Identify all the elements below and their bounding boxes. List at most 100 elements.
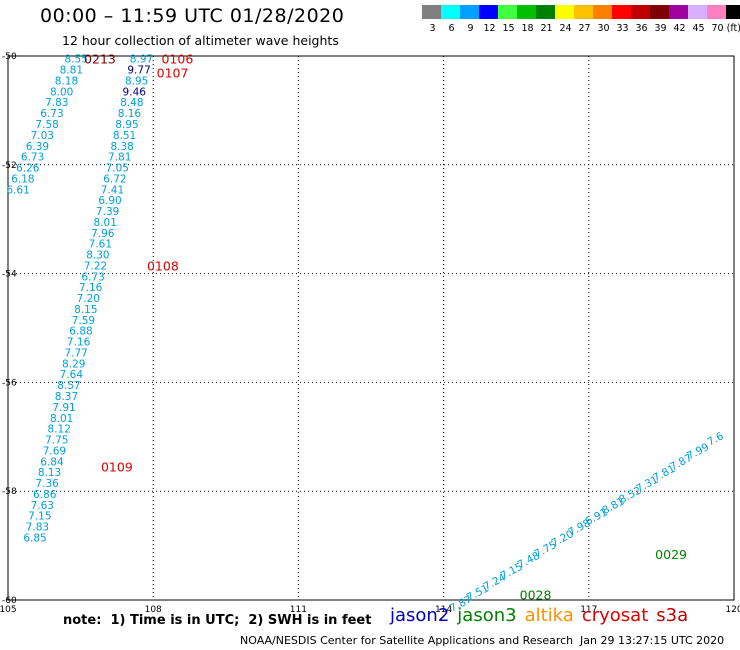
- legend-swatch: [422, 5, 441, 19]
- legend-label: 45: [692, 23, 704, 34]
- wave-height-value: 7.99: [685, 441, 711, 463]
- legend-swatch: [593, 5, 612, 19]
- wave-height-value: 6.73: [40, 108, 63, 120]
- wave-height-value: 8.97: [130, 54, 153, 66]
- wave-height-value: 8.48: [120, 97, 143, 109]
- legend-swatch: [631, 5, 650, 19]
- pass-time-label: 0109: [101, 460, 133, 475]
- wave-height-value: 8.01: [94, 217, 117, 229]
- wave-height-value: 8.37: [55, 391, 78, 403]
- legend-label: 15: [502, 23, 514, 34]
- pass-time-label: 0213: [84, 52, 116, 67]
- wave-height-value: 7.69: [43, 445, 66, 457]
- wave-height-value: 7.75: [45, 435, 68, 447]
- x-tick-label: 108: [145, 605, 162, 615]
- y-tick-label: -52: [2, 161, 17, 171]
- wave-height-value: 7.6: [705, 430, 726, 449]
- wave-height-value: 6.73: [21, 152, 44, 164]
- wave-height-value: 7.58: [35, 119, 58, 131]
- wave-height-value: 8.57: [57, 380, 80, 392]
- wave-height-value: 6.86: [33, 489, 57, 501]
- wave-height-value: 6.26: [16, 163, 40, 175]
- x-tick-label: 114: [435, 605, 452, 615]
- wave-height-value: 6.88: [69, 326, 92, 338]
- wave-height-value: 8.01: [50, 413, 73, 425]
- legend-label: 42: [673, 23, 685, 34]
- satellite-name: jason3: [457, 605, 517, 626]
- legend-label: 39: [654, 23, 666, 34]
- legend-label: 12: [483, 23, 495, 34]
- legend-swatch: [555, 5, 574, 19]
- pass-time-label: 0106: [161, 52, 193, 67]
- x-tick-label: 117: [580, 605, 597, 615]
- legend-unit: (ft): [727, 23, 740, 34]
- wave-height-value: 8.81: [60, 65, 83, 77]
- legend-swatch: [460, 5, 479, 19]
- y-tick-label: -58: [2, 487, 17, 497]
- legend-swatch: [536, 5, 555, 19]
- legend-label: 27: [578, 23, 590, 34]
- satellite-legend: jason2 jason3 altika cryosat s3a: [390, 605, 696, 626]
- legend-swatch: [517, 5, 536, 19]
- wave-height-value: 8.95: [115, 119, 138, 131]
- legend-label: 24: [559, 23, 571, 34]
- satellite-name: cryosat: [581, 605, 649, 626]
- footer-timestamp: Jan 29 13:27:15 UTC 2020: [580, 634, 725, 647]
- wave-track: 8.558.818.188.007.836.737.587.036.396.73…: [6, 54, 87, 197]
- footer-credit: NOAA/NESDIS Center for Satellite Applica…: [240, 634, 574, 647]
- wave-height-value: 6.73: [81, 271, 104, 283]
- y-tick-label: -50: [2, 52, 17, 62]
- y-tick-label: -56: [2, 378, 17, 388]
- wave-height-value: 6.39: [26, 141, 49, 153]
- wave-height-value: 7.15: [28, 511, 51, 523]
- page-subtitle: 12 hour collection of altimeter wave hei…: [62, 33, 339, 48]
- wave-height-value: 8.15: [74, 304, 97, 316]
- wave-track: 8.979.778.959.468.488.168.958.518.387.81…: [23, 54, 153, 545]
- wave-height-value: 7.41: [101, 184, 124, 196]
- wave-height-value: 8.16: [118, 108, 142, 120]
- wave-height-value: 7.91: [52, 402, 75, 414]
- legend-label: 33: [616, 23, 628, 34]
- wave-height-value: 8.13: [38, 467, 61, 479]
- wave-height-value: 7.36: [35, 478, 59, 490]
- wave-height-value: 9.46: [123, 86, 147, 98]
- wave-height-value: 8.00: [50, 86, 73, 98]
- wave-height-value: 8.95: [125, 75, 148, 87]
- x-tick-label: 120: [725, 605, 740, 615]
- wave-height-value: 7.22: [84, 260, 107, 272]
- plot-frame: [7, 55, 735, 601]
- pass-time-label: 0029: [655, 547, 687, 562]
- wave-height-value: 7.59: [72, 315, 95, 327]
- wave-height-value: 7.16: [67, 337, 91, 349]
- legend-swatch: [726, 5, 740, 19]
- wave-height-value: 8.55: [64, 54, 87, 66]
- legend-swatch: [441, 5, 460, 19]
- wave-height-value: 6.85: [23, 532, 46, 544]
- y-tick-label: -54: [2, 270, 17, 280]
- wave-height-value: 7.77: [64, 347, 87, 359]
- pass-time-label: 0107: [157, 65, 189, 80]
- legend-label: 36: [635, 23, 647, 34]
- legend-swatch: [688, 5, 707, 19]
- legend-label: 30: [597, 23, 609, 34]
- color-legend: 3 6 9 12 15 18 21 24 27 30 33 36 39 42 45 70 (ft): [422, 5, 740, 34]
- satellite-name: jason2: [390, 605, 450, 626]
- wave-height-value: 8.38: [110, 141, 133, 153]
- legend-label: 6: [448, 23, 454, 34]
- wave-height-value: 6.72: [103, 173, 126, 185]
- wave-height-value: 8.51: [113, 130, 136, 142]
- satellite-name: altika: [524, 605, 574, 626]
- wave-height-value: 7.81: [108, 152, 131, 164]
- wave-height-value: 8.29: [62, 358, 85, 370]
- legend-label: 70: [711, 23, 723, 34]
- wave-height-value: 7.83: [26, 522, 49, 534]
- wave-height-value: 7.05: [106, 163, 129, 175]
- wave-height-value: 6.18: [11, 173, 34, 185]
- wave-height-value: 6.90: [98, 195, 121, 207]
- x-tick-label: 105: [0, 605, 17, 615]
- wave-height-value: 7.16: [79, 282, 103, 294]
- x-tick-label: 111: [290, 605, 307, 615]
- legend-label: 21: [540, 23, 552, 34]
- wave-height-value: 7.63: [31, 500, 54, 512]
